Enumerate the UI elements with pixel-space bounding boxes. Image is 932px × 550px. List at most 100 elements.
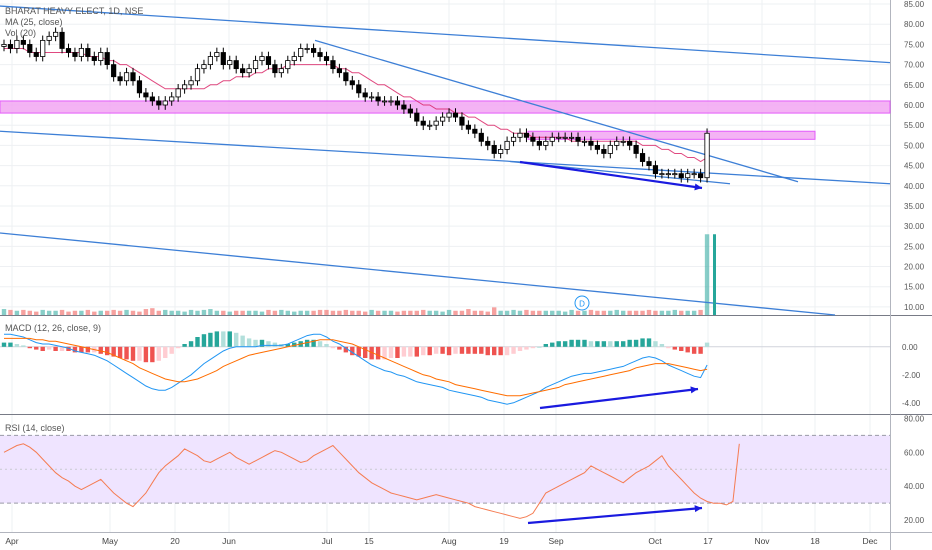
macd-histogram-bar (337, 346, 342, 350)
volume-bar (363, 311, 368, 315)
volume-bar (369, 309, 374, 315)
dividend-marker (574, 295, 590, 311)
price-tick-label: 15.00 (904, 283, 925, 292)
volume-bar (117, 310, 123, 315)
candle-body (633, 144, 639, 154)
macd-histogram-bar (472, 346, 478, 354)
volume-bar (433, 310, 439, 315)
candle-body (130, 72, 136, 82)
volume-bar (285, 310, 290, 315)
macd-histogram-bar (34, 346, 39, 350)
macd-histogram-bar (485, 346, 490, 356)
candle-body (298, 48, 304, 57)
volume-bar (414, 310, 419, 315)
macd-histogram-bar (72, 346, 78, 353)
candle-body (272, 64, 278, 74)
macd-histogram-bar (388, 346, 394, 358)
symbol-legend: BHARAT HEAVY ELECT, 1D, NSE (5, 6, 143, 16)
macd-tick-label: -4.00 (902, 399, 921, 408)
volume-bar (66, 311, 71, 315)
macd-histogram-bar (363, 346, 368, 358)
price-tick-label: 20.00 (904, 263, 925, 272)
price-tick-label: 30.00 (904, 222, 925, 231)
macd-histogram-bar (266, 341, 271, 347)
volume-bar (21, 309, 26, 315)
volume-bar (517, 310, 523, 315)
candle-body (181, 84, 188, 90)
time-tick-label: Jun (222, 536, 236, 546)
macd-histogram-bar (66, 346, 71, 351)
candle-body (678, 173, 684, 179)
macd-histogram-bar (659, 344, 665, 347)
macd-histogram-bar (601, 341, 607, 347)
volume-bar (621, 310, 626, 315)
macd-histogram-bar (143, 346, 149, 363)
volume-bar (440, 311, 445, 315)
volume-bar (79, 310, 84, 315)
volume-bar (111, 309, 116, 315)
volume-bar (343, 309, 349, 315)
volume-bar (175, 310, 181, 315)
macd-histogram-bar (614, 341, 619, 347)
macd-histogram-bar (311, 339, 316, 347)
candle-body (343, 72, 349, 82)
volume-bar (453, 310, 458, 315)
volume-bar (53, 310, 58, 315)
symbol-title: BHARAT HEAVY ELECT, 1D, NSE (5, 6, 144, 16)
volume-bar (588, 309, 594, 315)
trendline-lower-channel (0, 232, 836, 316)
volume-bar (8, 309, 13, 315)
macd-histogram-bar (588, 341, 594, 347)
volume-bar (569, 309, 574, 315)
volume-bar (388, 310, 394, 315)
volume-bar (640, 310, 645, 315)
macd-histogram-bar (156, 346, 161, 361)
macd-histogram-bar (672, 346, 677, 350)
volume-bar (575, 310, 581, 315)
volume-bar (311, 310, 316, 315)
volume-bar (459, 310, 465, 315)
macd-histogram-bar (292, 342, 297, 347)
candle-body (59, 31, 65, 49)
candle-body (698, 173, 704, 179)
candle-body (601, 149, 607, 154)
candle-body (530, 136, 536, 142)
trendline-descending (314, 39, 799, 183)
volume-bar (408, 310, 413, 315)
volume-bar (504, 310, 510, 315)
volume-bar (150, 308, 155, 315)
volume-bar (137, 311, 142, 315)
macd-histogram-bar (569, 339, 574, 347)
time-tick-label: Aug (441, 536, 456, 546)
candle-body (491, 144, 497, 154)
volume-bar (272, 310, 278, 315)
macd-histogram-bar (492, 346, 497, 356)
volume-bar (98, 310, 103, 315)
candle-body (201, 64, 207, 70)
time-tick-label: May (102, 536, 119, 546)
candle-body (349, 80, 355, 86)
volume-bar (550, 310, 555, 315)
price-divergence-arrow (519, 160, 703, 190)
macd-histogram-bar (433, 346, 439, 354)
candle-body (233, 60, 239, 70)
price-tick-label: 50.00 (904, 141, 925, 150)
volume-bar (659, 310, 665, 315)
candle-body (704, 132, 710, 179)
rsi-tick-label: 40.00 (904, 482, 925, 491)
candle-body (117, 76, 123, 82)
macd-histogram-bar (621, 341, 626, 347)
macd-histogram-bar (208, 332, 213, 347)
candle-body (259, 56, 265, 61)
macd-histogram-bar (246, 338, 252, 347)
vol-label: Vol (20) (5, 28, 37, 38)
candle-body (252, 60, 259, 70)
macd-histogram-bar (105, 346, 110, 356)
candle-body (427, 124, 433, 127)
candle-body (78, 48, 84, 57)
macd-histogram-bar (427, 346, 432, 356)
time-tick-label: 17 (703, 536, 713, 546)
candle-body (169, 96, 175, 102)
macd-histogram-bar (59, 346, 65, 351)
